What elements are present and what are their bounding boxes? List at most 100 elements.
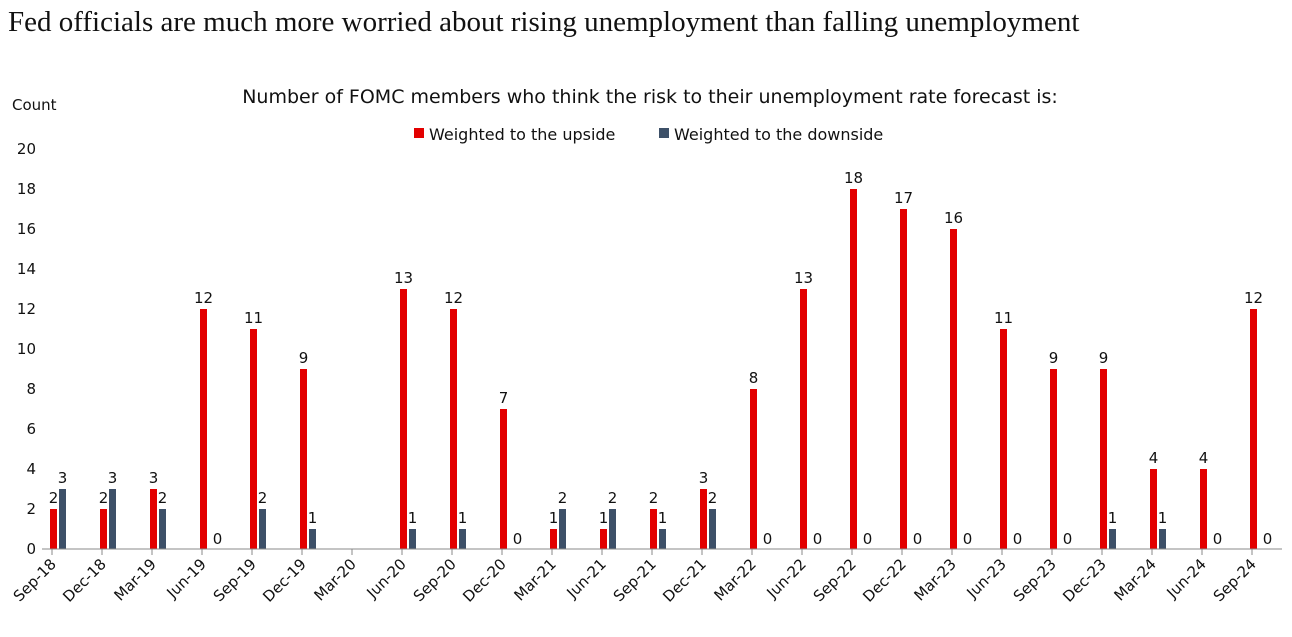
bar-upside [450,309,457,549]
x-tick-label: Mar-23 [910,555,959,604]
data-label-downside: 0 [863,530,873,548]
bar-downside [309,529,316,549]
bar-upside [1250,309,1257,549]
data-label-downside: 0 [513,530,523,548]
data-label-downside: 0 [213,530,223,548]
y-axis: 0 2 4 6 8 10 12 14 16 18 20 [17,140,36,558]
bar-upside [550,529,557,549]
data-label-downside: 1 [1158,509,1168,527]
data-label-downside: 3 [58,469,68,487]
x-tick-label: Mar-19 [110,555,159,604]
bar-upside [400,289,407,549]
bar-upside [300,369,307,549]
x-tick-label: Sep-19 [210,555,260,605]
bar-upside [100,509,107,549]
x-tick-label: Sep-23 [1010,555,1060,605]
bar-downside [109,489,116,549]
data-label-upside: 17 [894,189,913,207]
data-label-downside: 2 [158,489,168,507]
data-label-downside: 0 [1263,530,1273,548]
y-tick-label: 2 [26,500,36,518]
y-tick-label: 10 [17,340,36,358]
bar-upside [700,489,707,549]
data-label-upside: 18 [844,169,863,187]
legend-label-upside: Weighted to the upside [429,125,615,144]
y-tick-label: 18 [17,180,36,198]
data-label-downside: 1 [1108,509,1118,527]
legend-swatch-downside [659,128,669,138]
bar-downside [259,509,266,549]
bar-upside [150,489,157,549]
bar-downside [609,509,616,549]
data-label-upside: 4 [1199,449,1209,467]
data-label-downside: 3 [108,469,118,487]
data-label-upside: 9 [1099,349,1109,367]
bar-upside [1050,369,1057,549]
bar-downside [559,509,566,549]
x-tick-label: Dec-23 [1059,555,1110,606]
x-axis: Sep-18 Dec-18 Mar-19 Jun-19 Sep-19 Dec-19 Mar-… [10,549,1260,606]
bar-upside [750,389,757,549]
x-tick-label: Sep-24 [1210,555,1260,605]
bar-upside [1150,469,1157,549]
bar-upside [500,409,507,549]
data-label-upside: 12 [1244,289,1263,307]
bar-downside [409,529,416,549]
data-label-upside: 9 [299,349,309,367]
data-label-upside: 3 [149,469,159,487]
bar-downside [459,529,466,549]
data-label-upside: 1 [549,509,559,527]
x-tick-label: Sep-20 [410,555,460,605]
data-label-downside: 1 [658,509,668,527]
x-tick-label: Mar-24 [1110,555,1159,604]
data-label-upside: 11 [994,309,1013,327]
bar-upside [250,329,257,549]
bar-upside [650,509,657,549]
x-tick-label: Jun-20 [362,555,409,602]
data-label-upside: 13 [794,269,813,287]
data-label-downside: 1 [408,509,418,527]
data-label-upside: 1 [599,509,609,527]
bar-upside [50,509,57,549]
x-tick-label: Jun-19 [162,555,209,602]
bar-downside [1159,529,1166,549]
data-label-downside: 0 [1063,530,1073,548]
x-tick-label: Dec-21 [659,555,710,606]
x-tick-label: Sep-22 [810,555,860,605]
data-label-upside: 8 [749,369,759,387]
data-label-upside: 7 [499,389,509,407]
data-label-downside: 2 [608,489,618,507]
x-tick-label: Jun-21 [562,555,609,602]
y-tick-label: 6 [26,420,36,438]
bar-upside [600,529,607,549]
bar-downside [59,489,66,549]
x-tick-label: Jun-22 [762,555,809,602]
data-label-downside: 0 [1213,530,1223,548]
x-tick-label: Mar-22 [710,555,759,604]
legend: Weighted to the upside Weighted to the d… [414,125,883,144]
y-tick-label: 0 [26,540,36,558]
data-label-upside: 12 [444,289,463,307]
data-label-downside: 2 [708,489,718,507]
x-tick-label: Mar-20 [310,555,359,604]
y-tick-label: 4 [26,460,36,478]
bar-downside [1109,529,1116,549]
bar-upside [800,289,807,549]
data-label-downside: 2 [258,489,268,507]
legend-label-downside: Weighted to the downside [674,125,883,144]
bar-upside [950,229,957,549]
data-label-downside: 0 [1013,530,1023,548]
x-tick-label: Dec-22 [859,555,910,606]
x-tick-label: Dec-19 [259,555,310,606]
data-label-downside: 0 [813,530,823,548]
bar-upside [200,309,207,549]
bar-downside [659,529,666,549]
bar-upside [1200,469,1207,549]
bar-upside [850,189,857,549]
legend-swatch-upside [414,128,424,138]
data-label-upside: 2 [49,489,59,507]
data-label-downside: 0 [913,530,923,548]
data-label-upside: 13 [394,269,413,287]
